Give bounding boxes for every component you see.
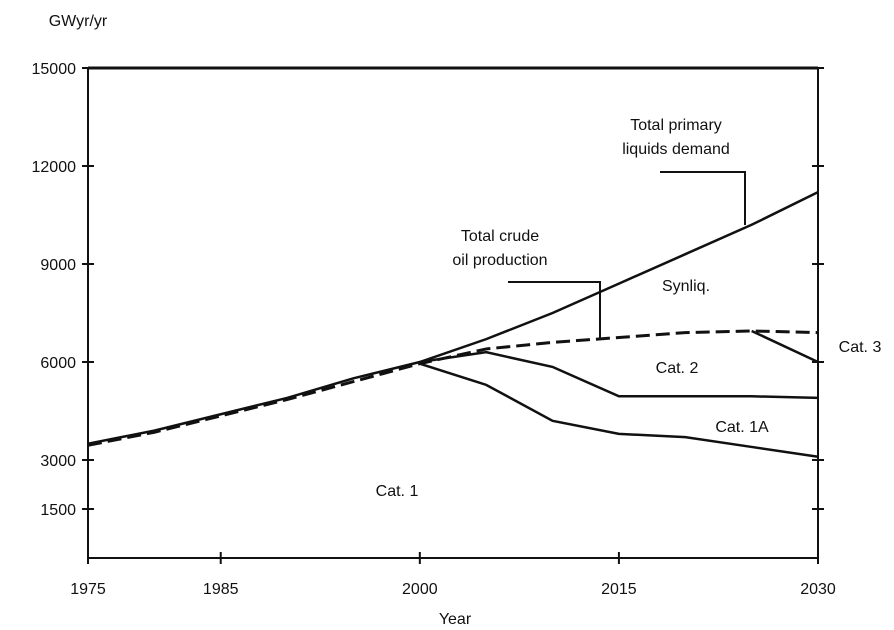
series-line [87,329,819,447]
x-tick-label: 1975 [70,581,106,598]
y-tick-label: 15000 [32,61,77,78]
y-tick-label: 6000 [40,355,76,372]
x-tick-label: 1985 [203,581,239,598]
annotation: Cat. 2 [656,360,699,377]
leader-line [660,171,746,225]
x-axis-label: Year [439,611,472,628]
x-tick-label: 2030 [800,581,836,598]
series-line [751,329,819,364]
annotation: Total primary [630,117,722,134]
annotation: Cat. 1 [376,483,419,500]
x-tick-label: 2015 [601,581,637,598]
annotation: oil production [452,252,547,269]
annotation: Synliq. [662,278,710,295]
y-tick-label: 1500 [40,502,76,519]
annotation: Total crude [461,228,539,245]
annotation: liquids demand [622,141,730,158]
x-tick-label: 2000 [402,581,438,598]
series-line [419,362,819,458]
leader-line [508,281,601,338]
y-tick-label: 3000 [40,453,76,470]
y-tick-label: 12000 [32,159,77,176]
annotation: Cat. 1A [715,419,769,436]
series-line [87,191,819,445]
y-axis-label: GWyr/yr [49,13,108,30]
series-line [419,350,819,400]
y-tick-label: 9000 [40,257,76,274]
annotation: Cat. 3 [839,339,882,356]
